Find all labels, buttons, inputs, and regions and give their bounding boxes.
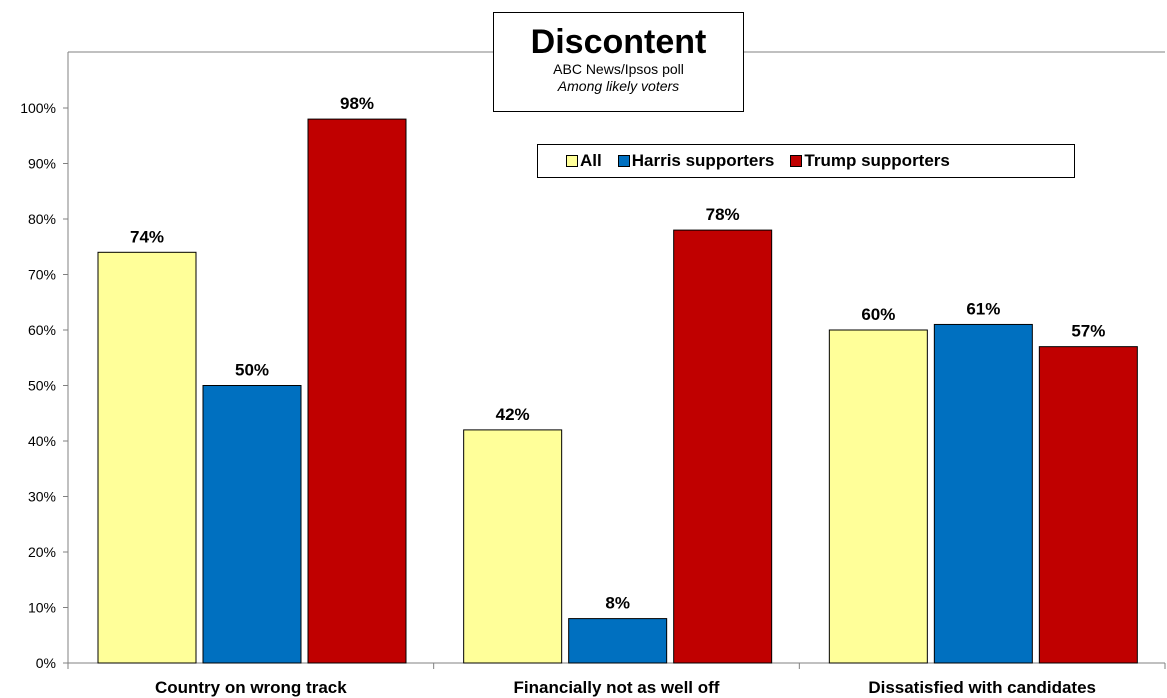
bar-value-label: 60% — [861, 305, 895, 324]
bar-value-label: 78% — [706, 205, 740, 224]
bar — [97, 251, 197, 664]
x-category-label: Country on wrong track — [155, 678, 347, 697]
y-tick-label: 10% — [28, 600, 56, 616]
legend-label-trump: Trump supporters — [804, 151, 950, 170]
legend-item-trump: Trump supporters — [790, 151, 950, 171]
bar-value-label: 8% — [605, 594, 630, 613]
y-tick-label: 20% — [28, 544, 56, 560]
bar-value-label: 50% — [235, 361, 269, 380]
bar-value-label: 57% — [1071, 322, 1105, 341]
bar-value-label: 74% — [130, 227, 164, 246]
y-tick-label: 80% — [28, 211, 56, 227]
chart-subtitle-italic: Among likely voters — [557, 78, 680, 94]
bar — [673, 229, 773, 664]
bar — [307, 118, 407, 664]
legend-item-all: All — [566, 151, 602, 171]
bar — [202, 385, 302, 664]
bar-value-label: 42% — [496, 405, 530, 424]
y-tick-label: 0% — [36, 655, 56, 671]
chart-subtitle: ABC News/Ipsos poll — [553, 61, 684, 77]
legend: All Harris supporters Trump supporters — [537, 144, 1075, 178]
y-tick-label: 90% — [28, 156, 56, 172]
legend-label-all: All — [580, 151, 602, 170]
y-tick-label: 50% — [28, 378, 56, 394]
legend-swatch-harris — [617, 155, 630, 167]
chart-title: Discontent — [530, 23, 707, 61]
y-tick-label: 40% — [28, 433, 56, 449]
y-tick-label: 70% — [28, 267, 56, 283]
x-category-label: Financially not as well off — [514, 678, 720, 697]
legend-label-harris: Harris supporters — [631, 151, 775, 170]
legend-item-harris: Harris supporters — [617, 151, 775, 171]
legend-swatch-all — [566, 155, 578, 167]
x-category-label: Dissatisfied with candidates — [868, 678, 1096, 697]
bar — [568, 618, 668, 664]
bar-value-label: 98% — [340, 94, 374, 113]
bar — [933, 323, 1033, 664]
title-box: Discontent ABC News/Ipsos poll Among lik… — [493, 12, 744, 112]
bar — [1038, 346, 1138, 664]
bar-value-label: 61% — [966, 299, 1000, 318]
legend-swatch-trump — [790, 155, 803, 167]
y-tick-label: 30% — [28, 489, 56, 505]
y-tick-label: 60% — [28, 322, 56, 338]
bar — [463, 429, 563, 664]
bar — [828, 329, 928, 664]
y-tick-label: 100% — [20, 100, 56, 116]
